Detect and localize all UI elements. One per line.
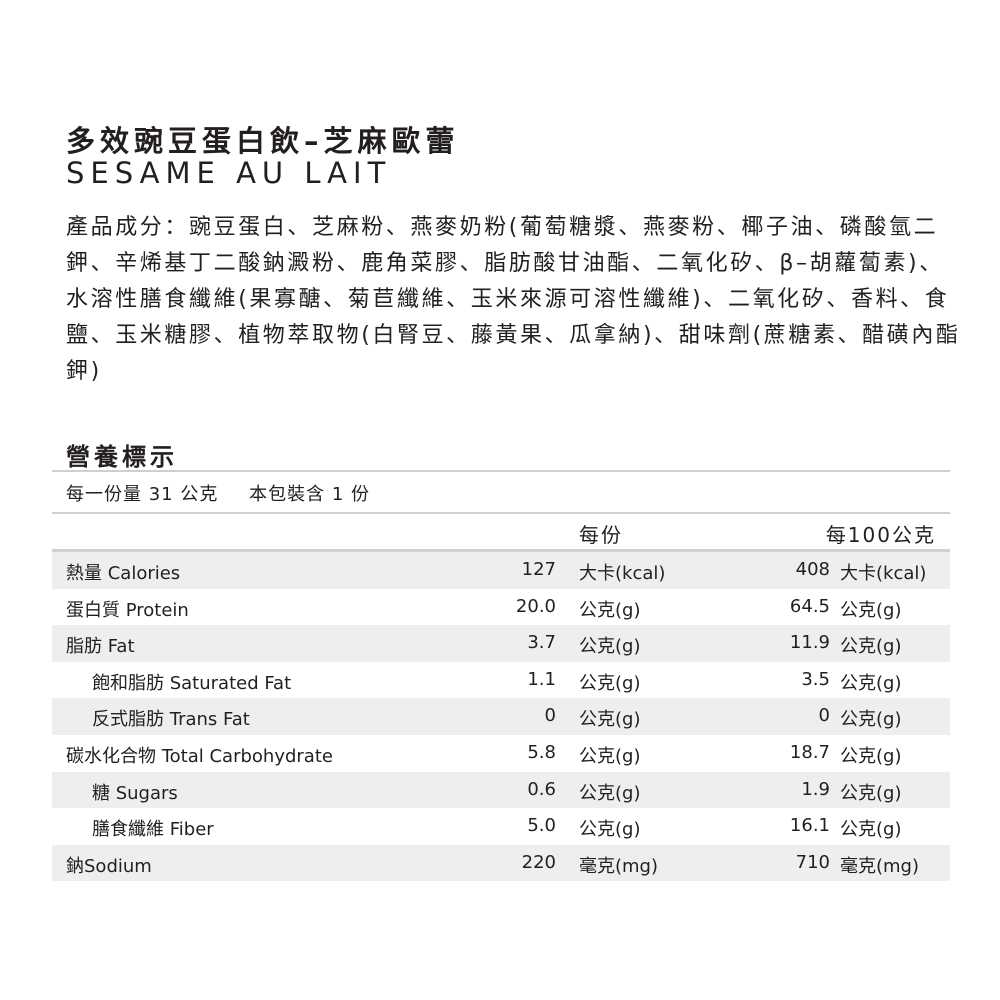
nutrient-label: 反式脂肪 Trans Fat: [92, 709, 250, 731]
table-row: 熱量 Calories 127 大卡(kcal) 408 大卡(kcal): [52, 552, 950, 589]
table-row: 鈉Sodium 220 毫克(mg) 710 毫克(mg): [52, 844, 950, 882]
per-serving-value: 0.6: [527, 778, 556, 800]
product-title-en: SESAME AU LAIT: [66, 156, 392, 190]
per-100g-value: 3.5: [801, 668, 830, 690]
per-100g-unit: 大卡(kcal): [840, 563, 927, 584]
per-serving-value: 0: [544, 705, 556, 727]
per-100g-unit: 公克(g): [840, 599, 902, 621]
table-row: 膳食纖維 Fiber 5.0 公克(g) 16.1 公克(g): [52, 808, 950, 845]
per-100g-unit: 毫克(mg): [840, 855, 920, 877]
nutrient-label: 熱量 Calories: [66, 563, 181, 584]
per-serving-unit: 公克(g): [579, 599, 641, 621]
per-100g-unit: 公克(g): [840, 709, 902, 731]
per-serving-unit: 公克(g): [579, 709, 641, 731]
divider: [52, 512, 950, 514]
table-row: 蛋白質 Protein 20.0 公克(g) 64.5 公克(g): [52, 589, 950, 626]
nutrient-label: 飽和脂肪 Saturated Fat: [92, 672, 292, 694]
column-header-per-100g: 每100公克: [825, 523, 936, 547]
per-100g-value: 64.5: [789, 595, 830, 617]
per-serving-value: 1.1: [527, 668, 556, 690]
per-100g-value: 16.1: [789, 815, 830, 837]
nutrition-title: 營養標示: [66, 443, 178, 471]
nutrient-label: 脂肪 Fat: [66, 636, 135, 658]
servings-per-pack: 本包裝含 1 份: [249, 484, 370, 505]
per-serving-unit: 公克(g): [579, 672, 641, 694]
nutrient-label: 鈉Sodium: [66, 855, 152, 877]
per-100g-value: 1.9: [801, 778, 830, 800]
per-100g-unit: 公克(g): [840, 636, 902, 658]
table-row: 糖 Sugars 0.6 公克(g) 1.9 公克(g): [52, 771, 950, 809]
table-row: 碳水化合物 Total Carbohydrate 5.8 公克(g) 18.7 公克(g…: [52, 735, 950, 772]
per-100g-value: 18.7: [789, 741, 830, 763]
per-100g-unit: 公克(g): [840, 782, 902, 804]
per-serving-value: 220: [521, 851, 556, 873]
per-serving-unit: 公克(g): [579, 636, 641, 658]
table-row: 飽和脂肪 Saturated Fat 1.1 公克(g) 3.5 公克(g): [52, 662, 950, 699]
per-serving-value: 5.8: [527, 741, 556, 763]
per-serving-unit: 大卡(kcal): [579, 563, 666, 584]
per-serving-value: 20.0: [515, 595, 556, 617]
divider: [52, 470, 950, 472]
per-100g-value: 0: [818, 705, 830, 727]
per-100g-unit: 公克(g): [840, 819, 902, 841]
column-header-per-serving: 每份: [579, 523, 623, 547]
per-100g-value: 408: [795, 559, 830, 580]
per-serving-unit: 公克(g): [579, 745, 641, 767]
per-100g-value: 710: [795, 851, 830, 873]
per-serving-value: 127: [521, 559, 556, 580]
per-serving-value: 3.7: [527, 632, 556, 654]
nutrition-table: 熱量 Calories 127 大卡(kcal) 408 大卡(kcal) 蛋白質 Pro…: [52, 552, 950, 882]
per-100g-unit: 公克(g): [840, 672, 902, 694]
nutrient-label: 膳食纖維 Fiber: [92, 819, 214, 841]
per-100g-unit: 公克(g): [840, 745, 902, 767]
table-row: 反式脂肪 Trans Fat 0 公克(g) 0 公克(g): [52, 698, 950, 735]
ingredients-text: 產品成分：豌豆蛋白、芝麻粉、燕麥奶粉(葡萄糖漿、燕麥粉、椰子油、磷酸氫二鉀、辛烯…: [66, 215, 961, 384]
divider: [52, 549, 950, 552]
nutrient-label: 糖 Sugars: [92, 782, 178, 804]
serving-info: 每一份量 31 公克 本包裝含 1 份: [66, 480, 394, 506]
per-serving-value: 5.0: [527, 815, 556, 837]
per-serving-unit: 公克(g): [579, 819, 641, 841]
per-serving-unit: 毫克(mg): [579, 855, 659, 877]
nutrient-label: 碳水化合物 Total Carbohydrate: [66, 745, 333, 767]
nutrient-label: 蛋白質 Protein: [66, 599, 189, 621]
per-serving-unit: 公克(g): [579, 782, 641, 804]
per-100g-value: 11.9: [789, 632, 830, 654]
serving-size: 每一份量 31 公克: [66, 484, 219, 505]
table-row: 脂肪 Fat 3.7 公克(g) 11.9 公克(g): [52, 625, 950, 662]
product-title-zh: 多效豌豆蛋白飲–芝麻歐蕾: [66, 124, 460, 158]
